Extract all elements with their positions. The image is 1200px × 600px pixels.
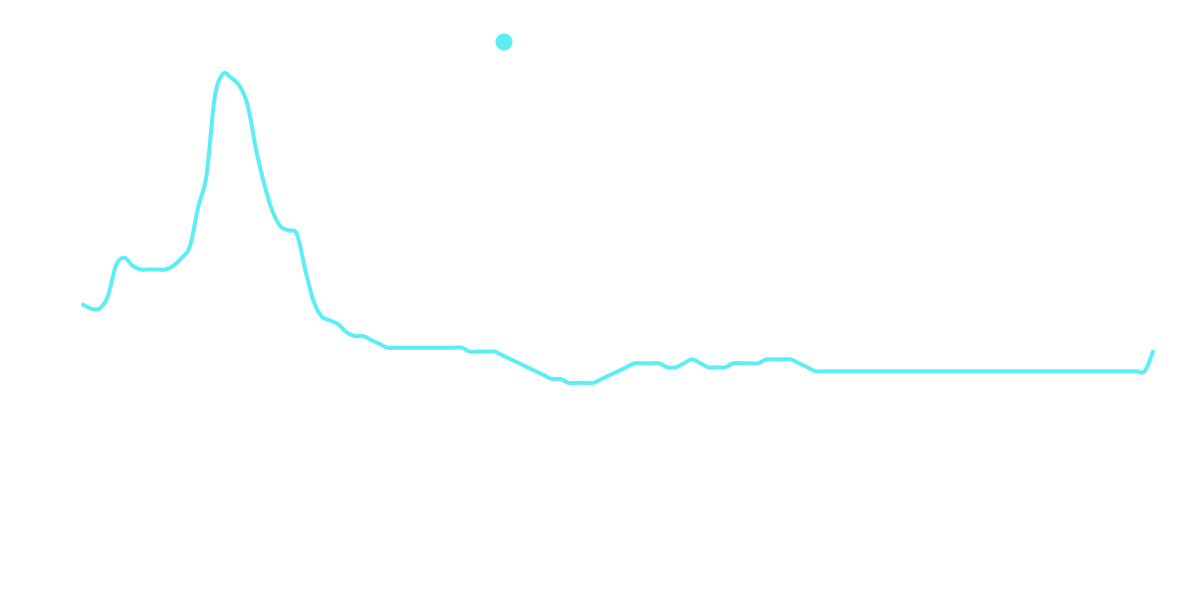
- series-line-0: [81, 70, 1155, 386]
- series-lines: [81, 70, 1155, 386]
- legend: [495, 33, 513, 51]
- legend-marker[interactable]: [495, 33, 513, 51]
